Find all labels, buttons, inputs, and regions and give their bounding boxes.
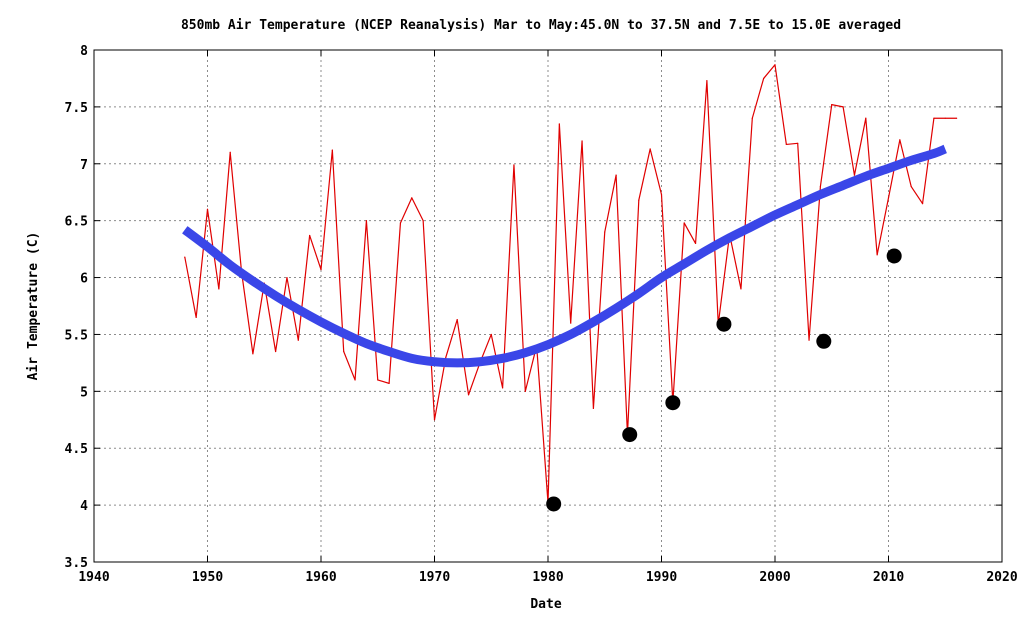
annual-point xyxy=(467,394,470,396)
annual-point xyxy=(853,174,856,176)
x-tick-label: 1970 xyxy=(419,570,450,585)
annual-point xyxy=(422,220,424,222)
cold-year-marker xyxy=(665,395,681,411)
annual-point xyxy=(694,242,697,245)
annual-point xyxy=(252,353,254,355)
x-tick-label: 1980 xyxy=(532,570,563,585)
annual-point xyxy=(604,231,606,233)
annual-point xyxy=(933,117,935,119)
annual-point xyxy=(365,220,367,222)
annual-point xyxy=(751,117,753,119)
annual-point xyxy=(275,350,277,353)
annual-point xyxy=(774,64,776,66)
annual-point xyxy=(944,117,946,119)
annual-point xyxy=(445,356,447,358)
annual-temperature-line xyxy=(184,64,957,504)
annual-point xyxy=(592,407,595,409)
trend-curve xyxy=(182,144,947,368)
annual-point xyxy=(206,208,209,210)
y-tick-label: 6 xyxy=(80,272,88,287)
annual-point xyxy=(956,117,958,119)
annual-point xyxy=(615,174,617,176)
x-tick-label: 1940 xyxy=(78,570,109,585)
annual-point xyxy=(797,142,799,144)
annual-point xyxy=(785,143,787,146)
annual-point xyxy=(887,197,890,199)
annual-point xyxy=(309,234,311,237)
y-tick-label: 5 xyxy=(80,385,88,400)
x-axis-label: Date xyxy=(530,597,561,612)
annual-point xyxy=(865,117,867,119)
annual-point xyxy=(649,148,651,150)
annual-point xyxy=(763,77,765,80)
annual-point xyxy=(286,276,288,279)
annual-point xyxy=(218,288,220,290)
annual-point xyxy=(388,382,390,384)
annual-point xyxy=(921,203,924,205)
y-tick-label: 7 xyxy=(80,158,88,173)
x-tick-label: 1950 xyxy=(192,570,223,585)
annual-point xyxy=(184,256,186,258)
cold-year-marker xyxy=(546,496,562,512)
annual-point xyxy=(456,319,458,321)
annual-point xyxy=(490,333,492,336)
annual-point xyxy=(524,390,526,392)
y-tick-label: 4.5 xyxy=(65,442,88,457)
x-tick-label: 2020 xyxy=(986,570,1017,585)
annual-point xyxy=(320,268,322,271)
y-tick-label: 3.5 xyxy=(65,556,88,571)
cold-year-marker xyxy=(622,427,638,443)
series-layer xyxy=(182,64,958,512)
x-tick-label: 2010 xyxy=(873,570,904,585)
annual-point xyxy=(377,379,379,381)
y-tick-label: 5.5 xyxy=(65,328,88,343)
y-tick-label: 6.5 xyxy=(65,215,88,230)
annual-point xyxy=(831,104,833,106)
annual-point xyxy=(808,339,810,341)
annual-point xyxy=(229,151,231,153)
annual-point xyxy=(660,193,663,196)
ticks: 1940 1950 1960 1970 1980 1990 2000 2010 2020 3.5 4… xyxy=(65,44,1018,585)
annual-point xyxy=(433,419,436,421)
annual-point xyxy=(331,149,333,151)
annual-point xyxy=(354,379,356,381)
annual-point xyxy=(570,322,572,324)
y-tick-label: 4 xyxy=(80,499,88,514)
annual-point xyxy=(343,350,345,353)
y-axis-label: Air Temperature (C) xyxy=(26,232,41,381)
y-tick-label: 8 xyxy=(80,44,88,59)
annual-point xyxy=(876,254,878,256)
cold-year-marker xyxy=(816,333,832,349)
annual-point xyxy=(899,139,901,141)
annual-point xyxy=(638,199,640,201)
annual-point xyxy=(683,222,685,224)
annual-point xyxy=(297,339,299,341)
annual-point xyxy=(581,140,583,142)
x-tick-label: 1990 xyxy=(646,570,677,585)
annual-point xyxy=(706,80,708,82)
cold-year-marker xyxy=(886,248,902,264)
annual-point xyxy=(819,185,822,188)
x-tick-label: 2000 xyxy=(759,570,790,585)
annual-point xyxy=(195,316,197,318)
y-tick-label: 7.5 xyxy=(65,101,88,116)
annual-point xyxy=(399,222,402,224)
annual-point xyxy=(740,288,742,290)
annual-point xyxy=(411,197,413,199)
chart-title: 850mb Air Temperature (NCEP Reanalysis) … xyxy=(181,18,901,33)
annual-point xyxy=(558,123,560,125)
annual-point xyxy=(910,185,912,188)
annual-point xyxy=(513,164,515,166)
annual-point xyxy=(502,387,504,389)
annual-point xyxy=(842,106,844,108)
cold-year-marker xyxy=(716,316,732,332)
x-tick-label: 1960 xyxy=(305,570,336,585)
